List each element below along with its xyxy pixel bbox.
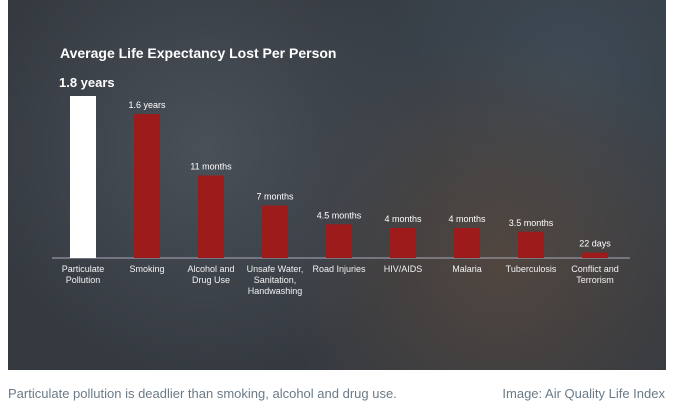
bar	[70, 96, 96, 258]
x-tick-label-box: HIV/AIDS	[383, 264, 423, 274]
value-label: 4 months	[384, 214, 422, 224]
bar	[326, 224, 352, 258]
x-tick-label: Tuberculosis	[505, 264, 557, 274]
bar	[262, 205, 288, 258]
value-label: 4.5 months	[317, 210, 362, 220]
x-tick-label-box: Tuberculosis	[505, 264, 557, 274]
x-tick-label: Conflict and Terrorism	[571, 264, 619, 285]
x-tick-label-box: Conflict and Terrorism	[571, 264, 619, 285]
value-label: 11 months	[190, 162, 232, 172]
x-tick-label-box: Smoking	[129, 264, 165, 274]
value-label: 4 months	[448, 214, 486, 224]
x-tick-label: Smoking	[129, 264, 165, 274]
chart: Average Life Expectancy Lost Per Person …	[52, 45, 630, 296]
caption: Particulate pollution is deadlier than s…	[8, 386, 397, 401]
chart-title: Average Life Expectancy Lost Per Person	[60, 45, 336, 61]
value-label: 3.5 months	[509, 218, 554, 228]
bar	[582, 252, 608, 258]
value-label: 22 days	[579, 239, 611, 249]
bar	[198, 175, 224, 258]
x-tick-label: Unsafe Water, Sanitation, Handwashing	[246, 264, 304, 296]
bar	[390, 228, 416, 258]
x-tick-label-box: Particulate Pollution	[61, 264, 105, 285]
x-tick-label-box: Unsafe Water, Sanitation, Handwashing	[246, 264, 304, 296]
bar	[134, 114, 160, 258]
value-label: 1.8 years	[59, 75, 115, 90]
x-tick-label-box: Alcohol and Drug Use	[187, 264, 235, 285]
x-tick-label: Malaria	[452, 264, 482, 274]
x-tick-label: HIV/AIDS	[383, 264, 423, 274]
credit: Image: Air Quality Life Index	[502, 386, 665, 401]
x-tick-label-box: Road Injuries	[312, 264, 366, 274]
x-tick-label-box: Malaria	[452, 264, 482, 274]
bar	[454, 228, 480, 258]
x-tick-label: Alcohol and Drug Use	[187, 264, 235, 285]
bar	[518, 231, 544, 258]
x-tick-label: Particulate Pollution	[61, 264, 105, 285]
chart-background	[8, 0, 666, 370]
value-label: 1.6 years	[128, 100, 166, 110]
x-tick-label: Road Injuries	[312, 264, 366, 274]
value-label: 7 months	[256, 192, 294, 202]
